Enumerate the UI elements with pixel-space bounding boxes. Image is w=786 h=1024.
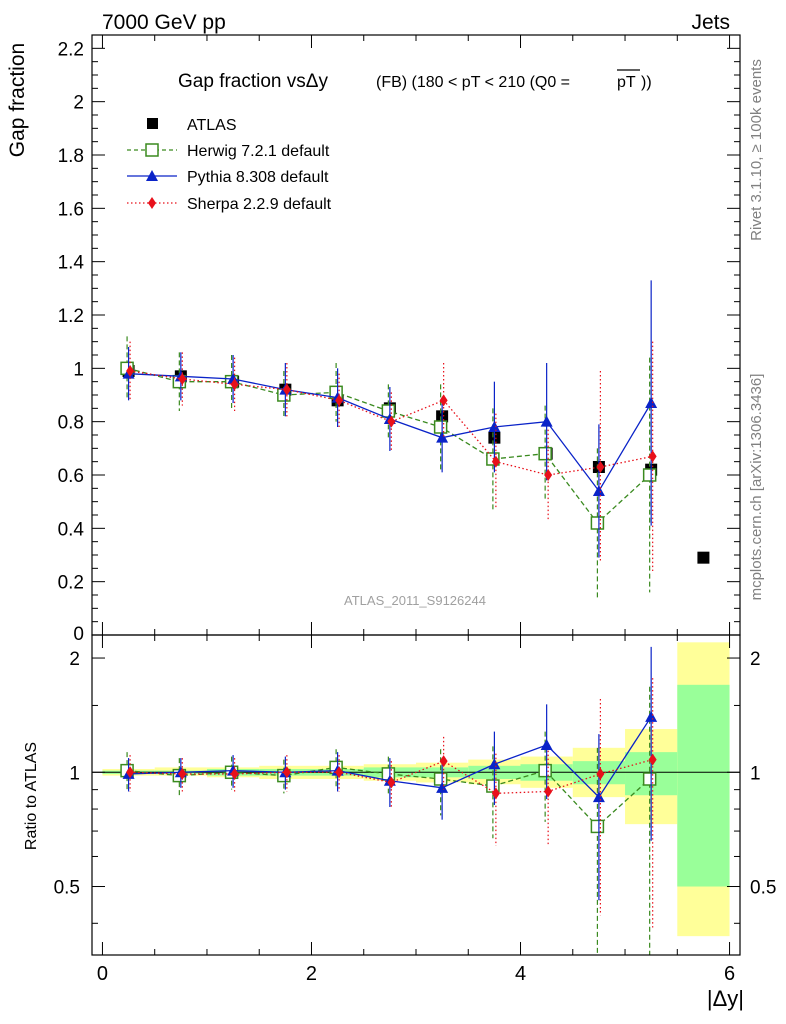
bottom-y-axis-label: Ratio to ATLAS	[23, 742, 40, 850]
ratio-point-herwig	[642, 772, 657, 786]
top-point-herwig	[642, 468, 657, 482]
top-point-sherpa	[126, 365, 135, 377]
ratio-point-sherpa	[596, 767, 605, 780]
bottom-y-tick-label-right: 0.5	[750, 878, 776, 899]
top-point-herwig	[590, 516, 605, 530]
top-point-pythia	[436, 431, 449, 443]
top-y-tick-label: 2.2	[58, 39, 84, 60]
ratio-point-sherpa	[491, 787, 500, 800]
chart-title-overlined: pT	[617, 74, 636, 91]
top-point-herwig	[381, 404, 396, 418]
top-plot-area	[92, 35, 740, 635]
legend: ATLAS Herwig 7.2.1 default Pythia 8.308 …	[127, 117, 332, 213]
header-right: Jets	[691, 11, 730, 34]
top-y-tick-label: 1.2	[58, 306, 84, 327]
ratio-point-herwig	[590, 819, 605, 834]
top-y-tick-label: 1	[73, 359, 84, 380]
ratio-point-pythia	[592, 791, 605, 803]
ratio-point-pythia	[540, 738, 553, 750]
bottom-y-tick-label-left: 1	[69, 763, 80, 784]
top-point-herwig	[433, 420, 448, 434]
x-tick-label: 0	[97, 963, 108, 985]
legend-label-sherpa: Sherpa 2.2.9 default	[187, 196, 332, 213]
top-y-tick-label: 0.6	[58, 466, 84, 487]
chart-title: Gap fraction vsΔy (FB) (180 < pT < 210 (…	[178, 69, 652, 92]
bottom-y-tick-label-left: 0.5	[54, 878, 80, 899]
top-point-sherpa	[491, 455, 500, 468]
ratio-point-sherpa	[230, 767, 239, 780]
top-y-tick-label: 0.4	[58, 519, 85, 540]
ratio-point-pythia	[645, 710, 658, 722]
bottom-y-tick-label-right: 2	[750, 649, 761, 670]
top-point-sherpa	[544, 469, 553, 481]
ratio-point-herwig	[433, 772, 448, 786]
legend-label-atlas: ATLAS	[187, 117, 237, 134]
ratio-point-sherpa	[648, 753, 657, 766]
top-point-sherpa	[387, 415, 396, 428]
top-line-sherpa	[129, 370, 653, 476]
x-tick-label: 6	[724, 963, 735, 985]
ratio-series-sherpa	[126, 678, 657, 928]
chart-title-main: Gap fraction vsΔy	[178, 71, 328, 92]
header-left: 7000 GeV pp	[102, 11, 226, 34]
top-point-herwig	[538, 446, 552, 461]
top-point-sherpa	[282, 383, 291, 396]
legend-label-herwig: Herwig 7.2.1 default	[187, 143, 330, 160]
bottom-y-tick-label-left: 2	[69, 649, 80, 670]
analysis-watermark: ATLAS_2011_S9126244	[344, 593, 486, 608]
top-point-sherpa	[439, 394, 448, 407]
top-point-atlas	[697, 551, 710, 564]
ratio-point-sherpa	[335, 766, 344, 779]
legend-entry-atlas: ATLAS	[147, 117, 237, 134]
top-point-sherpa	[178, 373, 187, 385]
legend-entry-pythia: Pythia 8.308 default	[127, 169, 329, 186]
top-point-sherpa	[648, 450, 657, 463]
ratio-point-sherpa	[282, 766, 291, 779]
ratio-point-sherpa	[439, 755, 448, 768]
ratio-point-sherpa	[178, 767, 187, 780]
rivet-label: Rivet 3.1.10, ≥ 100k events	[748, 59, 765, 241]
ratio-point-sherpa	[544, 785, 553, 798]
x-tick-label: 2	[306, 963, 317, 985]
ratio-point-sherpa	[387, 776, 396, 789]
mcplots-label: mcplots.cern.ch [arXiv:1306.3436]	[748, 374, 765, 601]
top-y-tick-label: 0.2	[58, 573, 84, 594]
legend-label-pythia: Pythia 8.308 default	[187, 169, 329, 186]
top-point-pythia	[592, 485, 605, 496]
ratio-band-green	[677, 684, 730, 887]
top-y-tick-label: 1.6	[58, 199, 84, 220]
top-point-sherpa	[335, 394, 344, 407]
ratio-point-herwig	[538, 763, 552, 778]
x-tick-label: 4	[515, 963, 526, 985]
ratio-point-pythia	[436, 781, 449, 793]
top-y-tick-label: 0.8	[58, 413, 84, 434]
chart-title-sub: (FB) (180 < pT < 210 (Q0 =	[376, 74, 570, 91]
top-y-tick-label: 1.8	[58, 146, 84, 167]
top-y-tick-label: 2	[73, 93, 84, 114]
top-y-tick-label: 1.4	[58, 253, 85, 274]
legend-entry-sherpa: Sherpa 2.2.9 default	[127, 196, 332, 213]
top-series-sherpa	[126, 341, 657, 571]
top-point-pythia	[488, 421, 501, 432]
ratio-point-sherpa	[126, 766, 135, 779]
legend-entry-herwig: Herwig 7.2.1 default	[127, 143, 330, 160]
top-point-pythia	[645, 397, 658, 408]
ratio-point-pythia	[488, 758, 501, 770]
top-point-sherpa	[596, 461, 605, 473]
chart-title-tail: ))	[641, 74, 652, 91]
top-point-pythia	[540, 415, 553, 427]
top-y-axis-label: Gap fraction	[6, 43, 29, 157]
top-y-tick-label-zero: 0	[73, 624, 84, 645]
top-point-sherpa	[230, 378, 239, 391]
bottom-y-tick-label-right: 1	[750, 763, 761, 784]
x-axis-label: |Δy|	[707, 986, 744, 1011]
